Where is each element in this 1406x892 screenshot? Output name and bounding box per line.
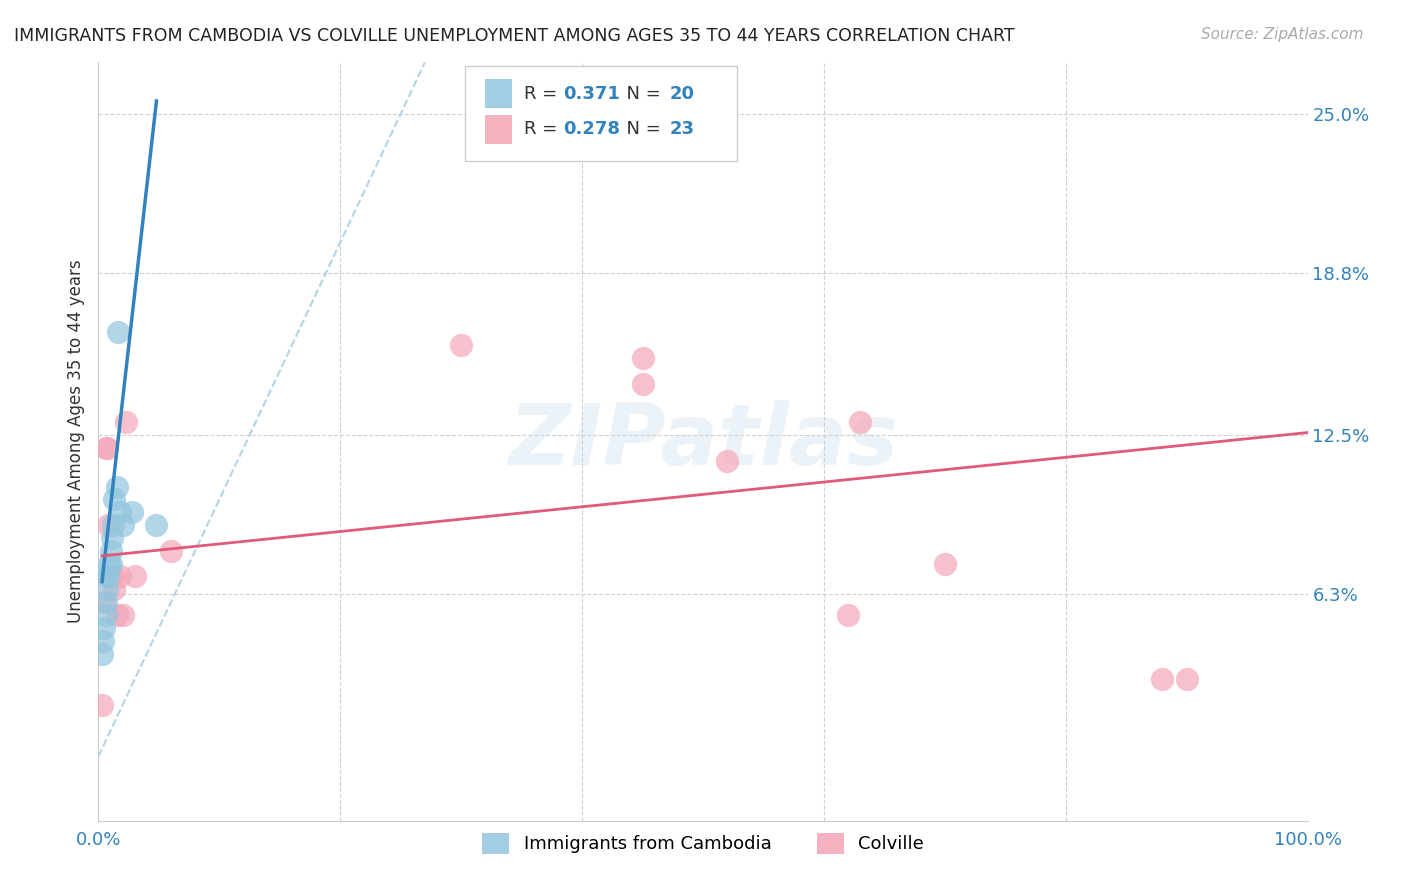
Point bbox=[93, 621, 115, 635]
Point bbox=[100, 569, 122, 583]
Text: R =: R = bbox=[524, 85, 562, 103]
Point bbox=[631, 351, 654, 365]
Point bbox=[100, 557, 122, 571]
Point bbox=[934, 557, 956, 571]
Point bbox=[93, 595, 115, 609]
Text: 20: 20 bbox=[669, 85, 695, 103]
Bar bbox=[485, 115, 512, 144]
Point bbox=[91, 647, 114, 661]
Text: ZIPatlas: ZIPatlas bbox=[508, 400, 898, 483]
Text: N =: N = bbox=[614, 120, 666, 138]
Point bbox=[96, 582, 118, 597]
Point bbox=[91, 698, 114, 712]
Point bbox=[96, 569, 118, 583]
Point bbox=[160, 543, 183, 558]
Point bbox=[100, 543, 122, 558]
Point bbox=[108, 505, 131, 519]
Point bbox=[100, 531, 122, 545]
Legend: Immigrants from Cambodia, Colville: Immigrants from Cambodia, Colville bbox=[475, 826, 931, 861]
FancyBboxPatch shape bbox=[465, 66, 737, 161]
Point bbox=[115, 415, 138, 429]
Text: 23: 23 bbox=[669, 120, 695, 138]
Point bbox=[98, 557, 121, 571]
Text: Source: ZipAtlas.com: Source: ZipAtlas.com bbox=[1201, 27, 1364, 42]
Point bbox=[716, 454, 738, 468]
Text: 100.0%: 100.0% bbox=[1274, 831, 1341, 849]
Point bbox=[105, 479, 128, 493]
Point bbox=[124, 569, 146, 583]
Text: 0.278: 0.278 bbox=[562, 120, 620, 138]
Point bbox=[103, 582, 125, 597]
Point bbox=[107, 326, 129, 340]
Text: IMMIGRANTS FROM CAMBODIA VS COLVILLE UNEMPLOYMENT AMONG AGES 35 TO 44 YEARS CORR: IMMIGRANTS FROM CAMBODIA VS COLVILLE UNE… bbox=[14, 27, 1015, 45]
Point bbox=[837, 607, 859, 622]
Point bbox=[111, 607, 134, 622]
Point bbox=[94, 441, 117, 455]
Point bbox=[94, 607, 117, 622]
Point bbox=[145, 518, 167, 533]
Point bbox=[103, 492, 125, 507]
Point bbox=[91, 633, 114, 648]
Point bbox=[96, 441, 118, 455]
Point bbox=[97, 569, 120, 583]
Point bbox=[108, 569, 131, 583]
Point bbox=[94, 595, 117, 609]
Point bbox=[105, 607, 128, 622]
Bar bbox=[485, 79, 512, 108]
Point bbox=[111, 518, 134, 533]
Point bbox=[101, 569, 124, 583]
Y-axis label: Unemployment Among Ages 35 to 44 years: Unemployment Among Ages 35 to 44 years bbox=[66, 260, 84, 624]
Text: R =: R = bbox=[524, 120, 562, 138]
Point bbox=[1152, 673, 1174, 687]
Point bbox=[450, 338, 472, 352]
Point bbox=[631, 376, 654, 391]
Text: N =: N = bbox=[614, 85, 666, 103]
Text: 0.0%: 0.0% bbox=[76, 831, 121, 849]
Point bbox=[97, 518, 120, 533]
Point bbox=[121, 505, 143, 519]
Point bbox=[101, 518, 124, 533]
Point bbox=[849, 415, 872, 429]
Text: 0.371: 0.371 bbox=[562, 85, 620, 103]
Point bbox=[1175, 673, 1198, 687]
